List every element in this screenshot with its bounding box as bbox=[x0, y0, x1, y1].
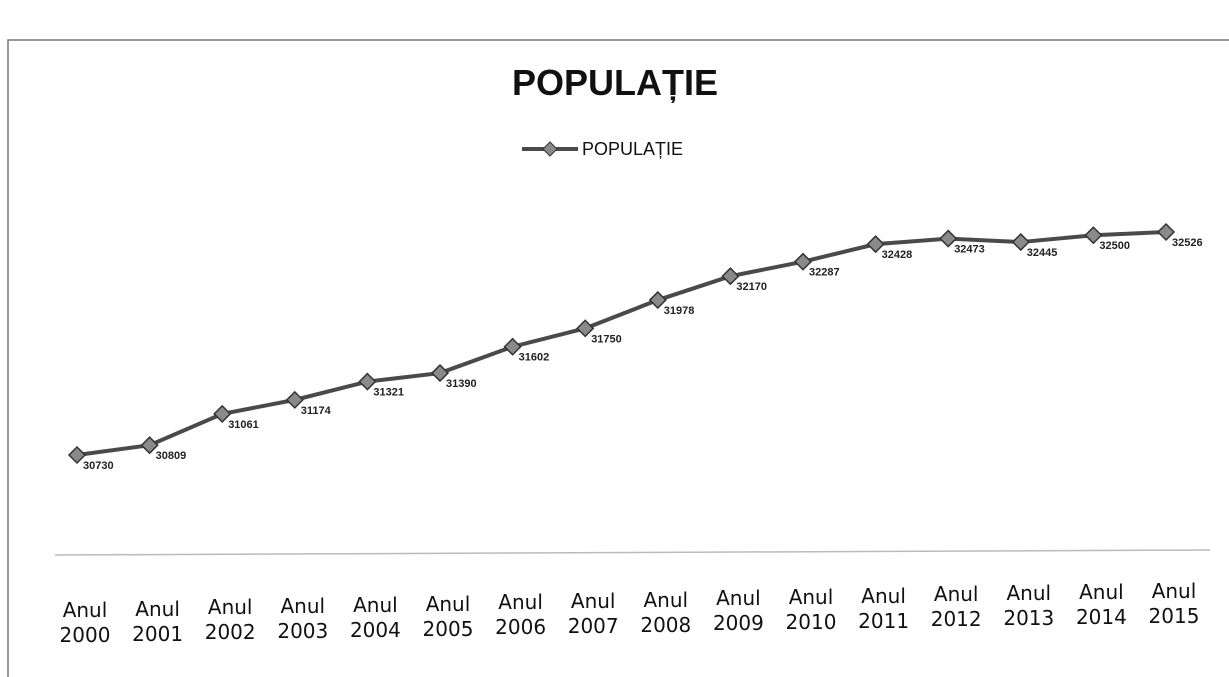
x-tick-label: Anul 2008 bbox=[640, 587, 692, 637]
x-tick-label: Anul 2014 bbox=[1075, 579, 1127, 629]
x-tick-label: Anul 2015 bbox=[1148, 578, 1200, 628]
legend-label: POPULAȚIE bbox=[582, 139, 683, 159]
marker bbox=[793, 252, 813, 271]
marker bbox=[1156, 222, 1176, 242]
value-label: 32445 bbox=[1027, 247, 1058, 259]
x-axis-line bbox=[54, 549, 1211, 556]
chart-title: POPULAȚIE bbox=[512, 62, 718, 103]
value-label: 32170 bbox=[736, 281, 767, 293]
x-tick-label: Anul 2001 bbox=[132, 596, 184, 646]
x-tick-label: Anul 2003 bbox=[277, 594, 329, 644]
marker bbox=[1084, 226, 1103, 245]
value-label: 31602 bbox=[519, 352, 550, 364]
marker bbox=[648, 290, 667, 310]
x-tick-label: Anul 2000 bbox=[59, 598, 111, 647]
marker bbox=[358, 372, 377, 391]
marker bbox=[1011, 232, 1030, 252]
value-label: 32428 bbox=[882, 249, 913, 261]
value-label: 31750 bbox=[591, 333, 622, 345]
value-label: 32500 bbox=[1099, 240, 1130, 252]
x-tick-label: Anul 2009 bbox=[712, 586, 764, 636]
value-label: 31321 bbox=[373, 387, 404, 399]
marker bbox=[866, 235, 885, 254]
value-label: 31174 bbox=[301, 405, 332, 417]
marker bbox=[430, 363, 450, 383]
value-label: 30730 bbox=[83, 460, 114, 472]
marker bbox=[939, 229, 958, 248]
value-label: 30809 bbox=[156, 450, 187, 462]
x-tick-label: Anul 2006 bbox=[495, 590, 547, 640]
x-tick-label: Anul 2007 bbox=[567, 588, 619, 638]
marker bbox=[140, 436, 159, 455]
marker bbox=[67, 445, 87, 465]
x-tick-label: Anul 2011 bbox=[858, 583, 910, 633]
marker bbox=[503, 337, 522, 356]
legend-marker bbox=[542, 141, 558, 157]
x-tick-label: Anul 2010 bbox=[785, 585, 837, 634]
x-tick-label: Anul 2012 bbox=[930, 582, 982, 632]
value-label: 32526 bbox=[1172, 237, 1203, 249]
x-tick-label: Anul 2002 bbox=[204, 595, 256, 645]
value-label: 32287 bbox=[809, 267, 840, 279]
x-tick-label: Anul 2013 bbox=[1003, 581, 1055, 631]
marker bbox=[721, 267, 740, 286]
value-label: 31978 bbox=[664, 305, 695, 317]
value-label: 31061 bbox=[228, 419, 259, 431]
marker bbox=[576, 319, 595, 338]
value-label: 32473 bbox=[954, 244, 985, 256]
marker bbox=[213, 404, 232, 423]
x-tick-label: Anul 2004 bbox=[349, 592, 401, 642]
value-label: 31390 bbox=[446, 378, 477, 390]
x-tick-label: Anul 2005 bbox=[422, 591, 474, 641]
series-line bbox=[76, 230, 1167, 457]
marker bbox=[285, 390, 304, 409]
chart-frame bbox=[7, 39, 1229, 677]
